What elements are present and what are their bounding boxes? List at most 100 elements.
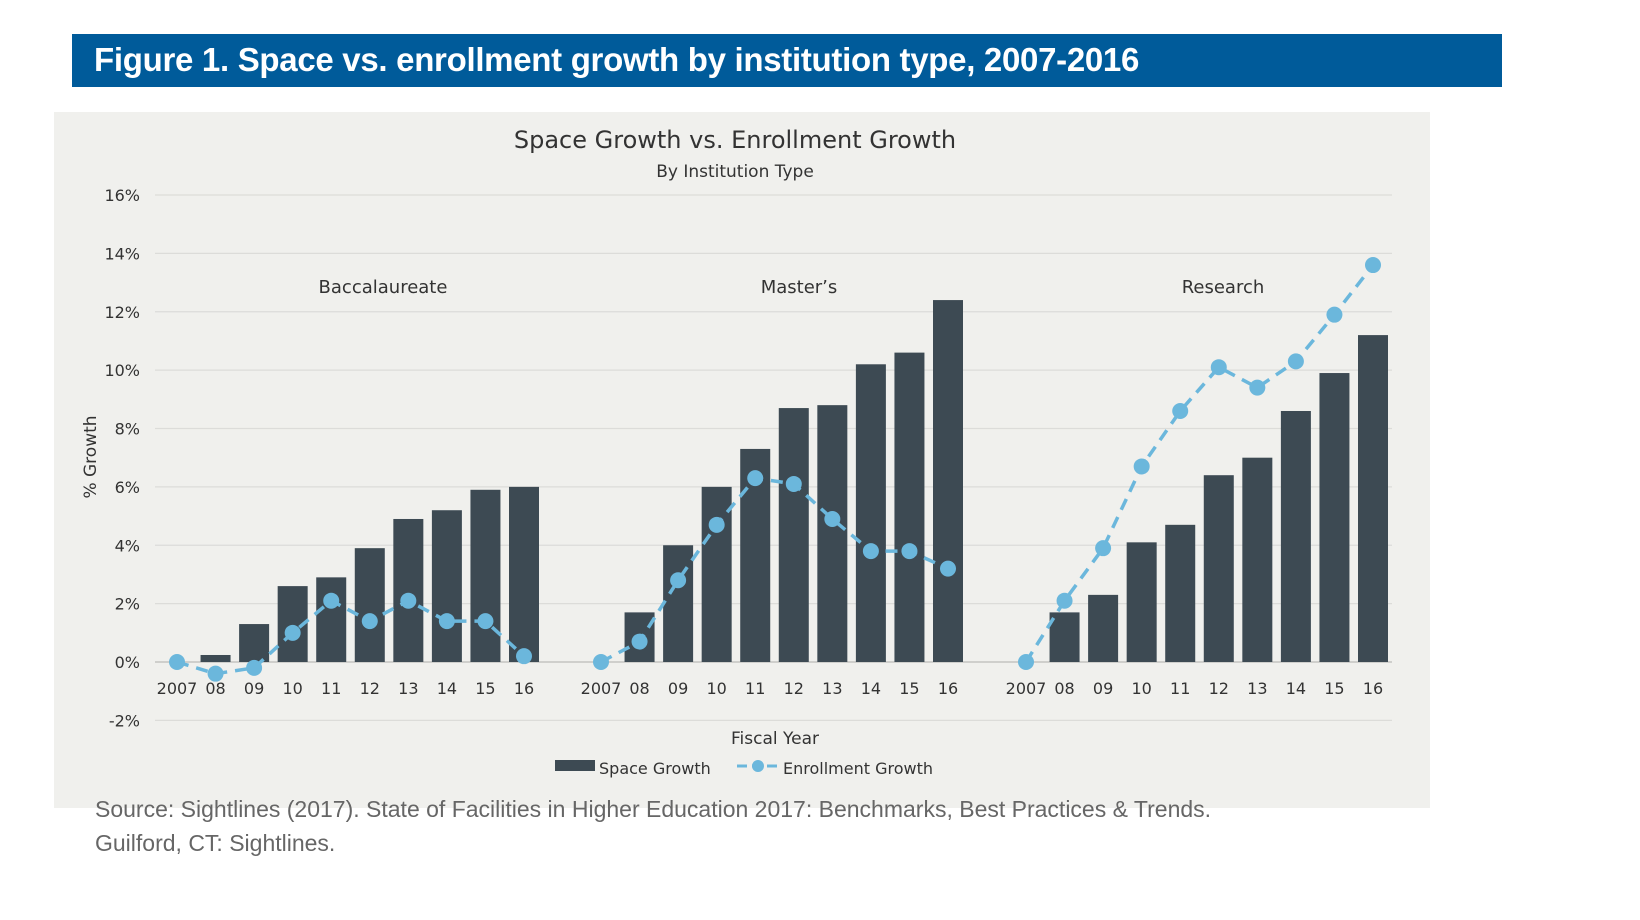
enrollment-growth-point <box>940 560 956 577</box>
legend-enrollment-label: Enrollment Growth <box>783 759 933 778</box>
space-growth-bar <box>431 510 462 662</box>
enrollment-growth-point <box>1095 540 1112 557</box>
space-growth-bar <box>509 486 539 662</box>
enrollment-growth-point <box>708 516 725 533</box>
enrollment-growth-line <box>600 476 949 664</box>
x-tick-label: 08 <box>205 679 225 698</box>
x-tick-label: 10 <box>706 679 726 698</box>
space-growth-bar <box>894 352 925 662</box>
x-tick-label: 14 <box>1286 679 1306 698</box>
x-tick-label: 11 <box>1170 679 1190 698</box>
space-growth-bar <box>778 408 809 662</box>
space-growth-bar <box>239 624 270 662</box>
chart-subtitle: By Institution Type <box>656 162 814 182</box>
x-tick-label: 10 <box>282 679 302 698</box>
enrollment-growth-point <box>670 572 687 589</box>
x-tick-label: 09 <box>244 679 264 698</box>
enrollment-growth-point <box>1172 402 1189 419</box>
enrollment-growth-point <box>1210 359 1227 376</box>
enrollment-growth-point <box>207 665 224 682</box>
x-tick-label: 2007 <box>157 679 198 698</box>
enrollment-growth-point <box>1056 592 1073 609</box>
y-tick-label: 8% <box>115 420 140 439</box>
y-tick-label: 12% <box>104 303 140 322</box>
space-growth-bar <box>1165 524 1196 662</box>
x-tick-label: 12 <box>784 679 804 698</box>
enrollment-growth-point <box>1133 458 1150 475</box>
space-growth-bar <box>393 518 424 662</box>
space-growth-bar <box>1242 457 1273 662</box>
enrollment-growth-point <box>516 648 532 665</box>
enrollment-growth-point <box>747 470 764 487</box>
space-growth-bar <box>933 300 963 662</box>
enrollment-growth-point <box>901 543 918 560</box>
enrollment-growth-point <box>477 613 494 630</box>
space-growth-bar <box>1280 410 1311 662</box>
space-growth-bar <box>1126 542 1157 662</box>
source-line-2: Guilford, CT: Sightlines. <box>95 830 336 856</box>
x-tick-label: 08 <box>629 679 649 698</box>
x-tick-label: 16 <box>938 679 958 698</box>
space-growth-bar <box>316 577 347 662</box>
enrollment-growth-point <box>1249 379 1266 396</box>
space-growth-bar <box>817 405 848 662</box>
y-tick-label: 6% <box>115 478 140 497</box>
y-axis-label: % Growth <box>81 415 101 498</box>
enrollment-growth-line <box>176 598 526 676</box>
space-growth-bar <box>200 654 231 662</box>
x-tick-label: 11 <box>321 679 341 698</box>
group-label: Baccalaureate <box>319 277 448 298</box>
enrollment-growth-point <box>400 592 417 609</box>
space-growth-bar <box>354 548 385 662</box>
chart: Space Growth vs. Enrollment Growth By Ins… <box>81 126 1392 778</box>
x-tick-label: 15 <box>475 679 495 698</box>
space-growth-bar <box>855 364 886 662</box>
enrollment-growth-point <box>1018 654 1034 670</box>
enrollment-growth-point <box>1326 306 1343 323</box>
space-growth-bar <box>663 545 694 662</box>
space-growth-bar <box>470 489 501 662</box>
y-tick-label: 2% <box>115 595 140 614</box>
x-tick-label: 2007 <box>581 679 622 698</box>
x-tick-label: 14 <box>861 679 881 698</box>
space-growth-bar <box>1358 335 1388 662</box>
x-axis-label: Fiscal Year <box>731 729 819 749</box>
enrollment-growth-point <box>323 592 340 609</box>
space-growth-bar <box>1319 373 1350 662</box>
figure-title: Figure 1. Space vs. enrollment growth by… <box>94 41 1140 78</box>
enrollment-growth-point <box>862 543 879 560</box>
x-tick-label: 11 <box>745 679 765 698</box>
enrollment-growth-point <box>824 510 841 527</box>
legend-space-swatch <box>555 760 595 771</box>
legend-space-label: Space Growth <box>599 759 711 778</box>
enrollment-growth-point <box>1365 257 1381 274</box>
enrollment-growth-point <box>361 613 378 630</box>
y-tick-label: 4% <box>115 536 140 555</box>
y-tick-label: -2% <box>109 711 140 730</box>
x-tick-label: 09 <box>668 679 688 698</box>
x-tick-label: 13 <box>822 679 842 698</box>
x-tick-label: 14 <box>437 679 457 698</box>
enrollment-growth-point <box>785 475 802 492</box>
enrollment-growth-point <box>1287 353 1304 370</box>
source-line-1: Source: Sightlines (2017). State of Faci… <box>95 796 1212 822</box>
y-tick-label: 14% <box>104 244 140 263</box>
x-tick-label: 12 <box>1209 679 1229 698</box>
space-growth-bar <box>1203 475 1234 662</box>
x-tick-label: 12 <box>360 679 380 698</box>
group-label: Research <box>1182 277 1265 298</box>
chart-title: Space Growth vs. Enrollment Growth <box>514 126 956 154</box>
x-tick-label: 16 <box>1363 679 1383 698</box>
x-tick-label: 13 <box>1247 679 1267 698</box>
enrollment-growth-point <box>169 654 185 670</box>
x-tick-label: 15 <box>1324 679 1344 698</box>
x-tick-label: 16 <box>514 679 534 698</box>
x-tick-label: 08 <box>1054 679 1074 698</box>
enrollment-growth-line <box>1024 263 1375 663</box>
enrollment-growth-point <box>246 659 263 676</box>
x-tick-label: 2007 <box>1006 679 1047 698</box>
y-tick-label: 16% <box>104 186 140 205</box>
y-tick-label: 0% <box>115 653 140 672</box>
enrollment-growth-point <box>284 624 301 641</box>
legend-enrollment-marker <box>752 760 764 772</box>
